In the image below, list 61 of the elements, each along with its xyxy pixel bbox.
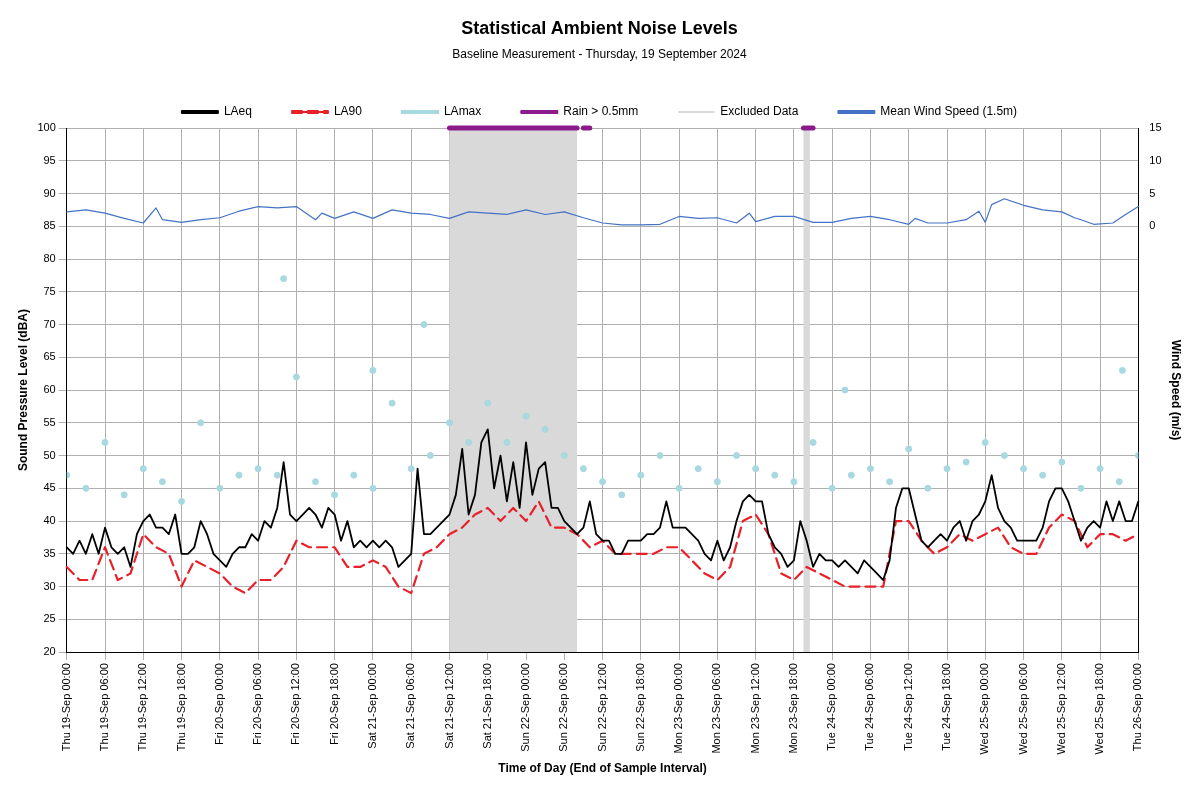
x-tick-label: Mon 23-Sep 12:00	[748, 663, 761, 754]
x-axis-title: Time of Day (End of Sample Interval)	[498, 761, 707, 776]
chart-title: Statistical Ambient Noise Levels	[461, 17, 738, 38]
y-tick-label: 30	[43, 579, 56, 592]
y-tick-label: 85	[43, 219, 56, 232]
chart-subtitle: Baseline Measurement - Thursday, 19 September 2024	[452, 47, 748, 62]
x-tick-label: Fri 20-Sep 06:00	[251, 663, 264, 746]
y2-tick-label: 5	[1149, 186, 1156, 199]
y-tick-label: 55	[43, 415, 56, 428]
x-tick-label: Mon 23-Sep 00:00	[672, 663, 685, 754]
y-tick-label: 100	[37, 121, 56, 134]
y-tick-label: 45	[43, 481, 56, 494]
legend-label: LA90	[333, 104, 363, 119]
x-tick-label: Tue 24-Sep 00:00	[825, 663, 838, 751]
legend-label: LAeq	[223, 104, 252, 119]
y-tick-label: 70	[43, 317, 56, 330]
x-tick-label: Mon 23-Sep 06:00	[710, 663, 723, 754]
x-tick-label: Sat 21-Sep 12:00	[442, 663, 455, 749]
x-tick-label: Fri 20-Sep 18:00	[327, 663, 340, 746]
y2-tick-label: 10	[1149, 153, 1162, 166]
x-tick-label: Sat 21-Sep 00:00	[365, 663, 378, 749]
y-tick-label: 95	[43, 153, 56, 166]
x-tick-label: Thu 19-Sep 06:00	[98, 663, 111, 752]
x-tick-label: Thu 19-Sep 18:00	[174, 663, 187, 752]
y-tick-label: 35	[43, 546, 56, 559]
y2-tick-label: 15	[1149, 121, 1162, 134]
y2-tick-label: 0	[1149, 219, 1156, 232]
x-tick-label: Thu 19-Sep 12:00	[136, 663, 149, 752]
x-tick-label: Sun 22-Sep 12:00	[595, 663, 608, 752]
x-tick-label: Tue 24-Sep 18:00	[940, 663, 953, 751]
y-tick-label: 25	[43, 612, 56, 625]
x-tick-label: Wed 25-Sep 18:00	[1093, 663, 1106, 755]
y-tick-label: 60	[43, 383, 56, 396]
x-tick-label: Tue 24-Sep 12:00	[901, 663, 914, 751]
y-tick-label: 50	[43, 448, 56, 461]
legend-label: Excluded Data	[720, 104, 799, 119]
x-tick-label: Fri 20-Sep 12:00	[289, 663, 302, 746]
x-tick-label: Mon 23-Sep 18:00	[786, 663, 799, 754]
x-tick-label: Wed 25-Sep 00:00	[978, 663, 991, 755]
x-tick-label: Thu 26-Sep 00:00	[1131, 663, 1144, 752]
y-tick-label: 80	[43, 252, 56, 265]
legend-label: Rain > 0.5mm	[563, 104, 639, 119]
x-tick-label: Fri 20-Sep 00:00	[212, 663, 225, 746]
legend-label: LAmax	[443, 104, 482, 119]
x-tick-label: Wed 25-Sep 06:00	[1016, 663, 1029, 755]
x-tick-label: Tue 24-Sep 06:00	[863, 663, 876, 751]
x-tick-label: Sat 21-Sep 18:00	[480, 663, 493, 749]
x-tick-label: Sun 22-Sep 06:00	[557, 663, 570, 752]
x-tick-label: Sun 22-Sep 18:00	[633, 663, 646, 752]
y-tick-label: 20	[43, 645, 56, 658]
y-tick-label: 65	[43, 350, 56, 363]
y-tick-label: 75	[43, 284, 56, 297]
y2-axis-title: Wind Speed (m/s)	[1169, 339, 1184, 441]
x-tick-label: Sat 21-Sep 06:00	[404, 663, 417, 749]
x-tick-label: Thu 19-Sep 00:00	[59, 663, 72, 752]
y-axis-title: Sound Pressure Level (dBA)	[15, 309, 30, 472]
x-tick-label: Wed 25-Sep 12:00	[1054, 663, 1067, 755]
x-tick-label: Sun 22-Sep 00:00	[519, 663, 532, 752]
legend-label: Mean Wind Speed (1.5m)	[880, 104, 1018, 119]
y-tick-label: 90	[43, 186, 56, 199]
y-tick-label: 40	[43, 514, 56, 527]
